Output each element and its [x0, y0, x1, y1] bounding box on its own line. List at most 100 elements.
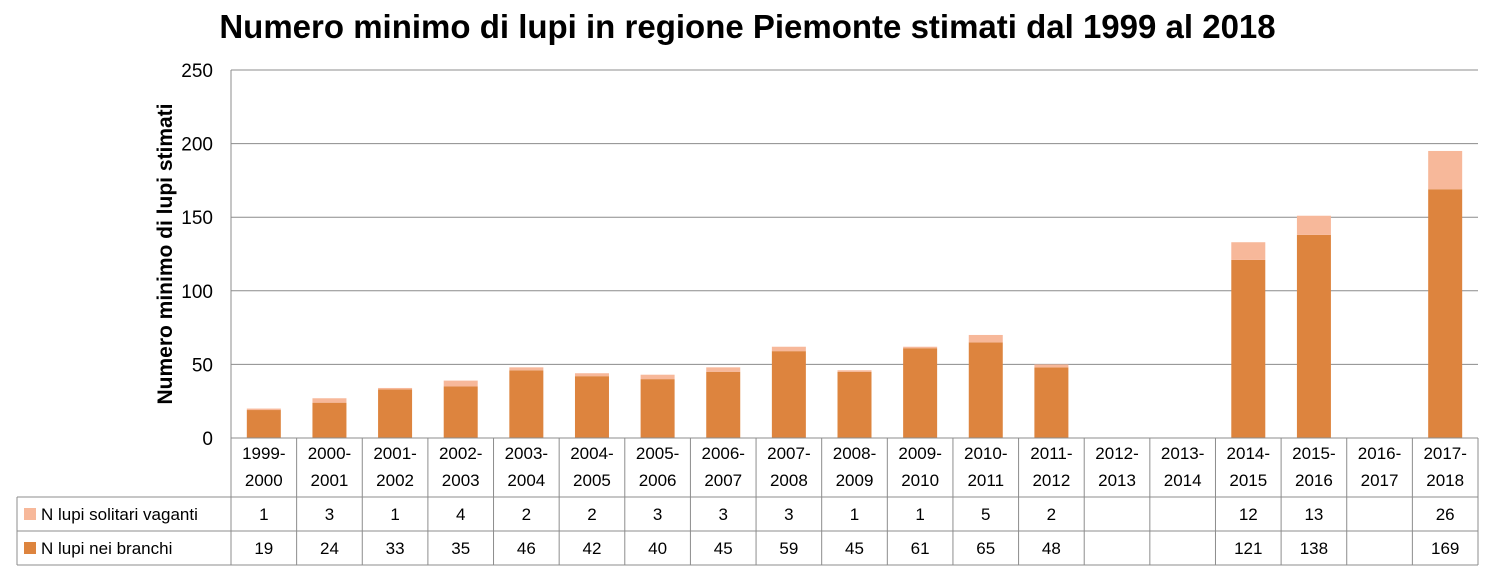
category-label-line1: 2004-	[570, 444, 613, 463]
chart-title: Numero minimo di lupi in regione Piemont…	[219, 8, 1276, 45]
category-label-line1: 2001-	[373, 444, 416, 463]
table-value: 138	[1300, 539, 1328, 558]
table-value: 1	[390, 505, 399, 524]
category-label-line2: 2007	[704, 471, 742, 490]
bar-solitari-1	[312, 398, 347, 403]
bar-solitari-6	[640, 374, 675, 380]
category-label-line1: 2016-	[1358, 444, 1401, 463]
bar-solitari-18	[1428, 150, 1463, 190]
table-value: 33	[386, 539, 405, 558]
bar-branchi-1	[312, 402, 347, 438]
table-value: 169	[1431, 539, 1459, 558]
y-tick-label: 250	[181, 61, 213, 82]
category-label-line2: 2004	[507, 471, 545, 490]
category-label-line2: 2002	[376, 471, 414, 490]
y-tick-label: 150	[181, 208, 213, 229]
category-label-line2: 2003	[442, 471, 480, 490]
category-label-line2: 2017	[1361, 471, 1399, 490]
bar-branchi-15	[1231, 259, 1266, 438]
legend-label: N lupi nei branchi	[41, 539, 172, 558]
category-label-line2: 2001	[311, 471, 349, 490]
table-value: 45	[845, 539, 864, 558]
table-value: 61	[911, 539, 930, 558]
table-value: 65	[976, 539, 995, 558]
table-value: 40	[648, 539, 667, 558]
bar-branchi-5	[574, 376, 609, 438]
bar-solitari-9	[837, 370, 872, 372]
table-value: 121	[1234, 539, 1262, 558]
category-label-line1: 2015-	[1292, 444, 1335, 463]
category-label-line2: 2006	[639, 471, 677, 490]
category-label-line1: 2011-	[1030, 444, 1072, 463]
category-label-line1: 2010-	[964, 444, 1007, 463]
y-tick-label: 50	[192, 355, 213, 376]
table-value: 1	[915, 505, 924, 524]
table-value: 59	[779, 539, 798, 558]
category-label-line1: 2013-	[1161, 444, 1204, 463]
category-label-line2: 2015	[1229, 471, 1267, 490]
bar-branchi-3	[443, 386, 478, 438]
table-value: 5	[981, 505, 990, 524]
table-value: 2	[587, 505, 596, 524]
table-value: 26	[1436, 505, 1455, 524]
bar-solitari-16	[1296, 215, 1331, 235]
table-value: 3	[784, 505, 793, 524]
category-label-line2: 2011	[967, 471, 1004, 490]
category-label-line2: 2009	[836, 471, 874, 490]
bar-solitari-15	[1231, 242, 1266, 260]
bar-solitari-2	[378, 387, 413, 390]
bar-solitari-10	[903, 346, 938, 349]
table-value: 45	[714, 539, 733, 558]
category-label-line1: 2008-	[833, 444, 876, 463]
table-value: 3	[325, 505, 334, 524]
legend-swatch	[24, 542, 36, 554]
y-tick-label: 0	[202, 429, 213, 450]
category-label-line1: 2009-	[898, 444, 941, 463]
table-value: 12	[1239, 505, 1258, 524]
category-label-line2: 2018	[1426, 471, 1464, 490]
category-label-line2: 2013	[1098, 471, 1136, 490]
bar-solitari-3	[443, 380, 478, 387]
table-value: 3	[653, 505, 662, 524]
table-value: 4	[456, 505, 465, 524]
category-label-line2: 2012	[1032, 471, 1070, 490]
category-label-line2: 2010	[901, 471, 939, 490]
table-value: 1	[259, 505, 268, 524]
table-value: 19	[254, 539, 273, 558]
table-value: 24	[320, 539, 339, 558]
bar-branchi-0	[246, 410, 281, 438]
category-label-line1: 1999-	[242, 444, 285, 463]
bar-branchi-18	[1428, 189, 1463, 438]
bar-solitari-4	[509, 367, 544, 371]
bar-branchi-16	[1296, 234, 1331, 438]
category-label-line1: 2005-	[636, 444, 679, 463]
y-tick-label: 200	[181, 135, 213, 156]
bar-solitari-5	[574, 373, 609, 377]
category-label-line2: 2000	[245, 471, 283, 490]
category-label-line2: 2005	[573, 471, 611, 490]
table-value: 13	[1304, 505, 1323, 524]
table-value: 42	[583, 539, 602, 558]
category-label-line2: 2014	[1164, 471, 1202, 490]
category-label-line1: 2014-	[1227, 444, 1270, 463]
bar-branchi-9	[837, 371, 872, 438]
bar-branchi-12	[1034, 367, 1069, 438]
category-label-line1: 2000-	[308, 444, 351, 463]
category-label-line2: 2016	[1295, 471, 1333, 490]
bar-branchi-4	[509, 370, 544, 438]
category-label-line2: 2008	[770, 471, 808, 490]
category-label-line1: 2017-	[1423, 444, 1466, 463]
legend-swatch	[24, 508, 36, 520]
table-value: 35	[451, 539, 470, 558]
bar-branchi-2	[378, 389, 413, 438]
table-value: 48	[1042, 539, 1061, 558]
bar-branchi-7	[706, 371, 741, 438]
bar-solitari-0	[246, 408, 281, 411]
bar-branchi-10	[903, 348, 938, 438]
table-value: 3	[719, 505, 728, 524]
category-label-line1: 2012-	[1095, 444, 1138, 463]
table-value: 2	[522, 505, 531, 524]
bar-branchi-11	[968, 342, 1003, 438]
category-label-line1: 2006-	[701, 444, 744, 463]
